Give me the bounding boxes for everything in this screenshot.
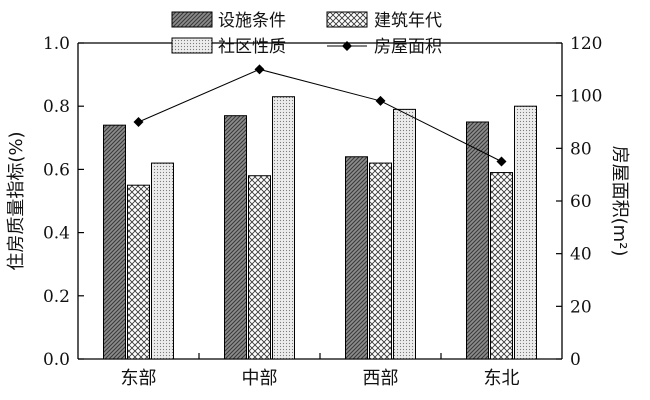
legend-label-age: 建筑年代	[374, 11, 442, 31]
area-series-line	[138, 68, 502, 162]
legend-item-age: 建筑年代	[326, 11, 442, 31]
bar-stripes-3	[466, 121, 489, 360]
bar-crosshatch-1	[248, 175, 271, 360]
left-tick-label: 0.6	[43, 160, 70, 180]
right-axis-ticks: 0 20 40 60 80 100 120	[556, 34, 602, 370]
legend-item-area: 房屋面积	[327, 37, 442, 57]
category-label: 东北	[484, 368, 520, 389]
bar-stripes-2	[345, 156, 368, 360]
left-tick-label: 0.2	[43, 287, 70, 307]
bars	[103, 96, 537, 360]
category-label: 中部	[242, 368, 278, 389]
left-tick-label: 0.8	[43, 97, 70, 117]
bar-crosshatch-0	[127, 184, 150, 360]
category-label: 西部	[363, 368, 399, 389]
category-label: 东部	[121, 368, 157, 389]
left-tick-label: 0.4	[43, 224, 70, 244]
legend-swatch-crosshatch	[326, 11, 368, 28]
legend-diamond-marker	[342, 41, 352, 51]
bar-crosshatch-3	[490, 172, 513, 360]
bar-dots-3	[514, 105, 537, 360]
bar-dots-1	[272, 96, 295, 360]
left-tick-label: 0.0	[43, 350, 70, 370]
bar-dots-0	[151, 162, 174, 360]
legend-label-facilities: 设施条件	[218, 11, 286, 31]
left-tick-label: 1.0	[43, 34, 70, 54]
y-axis-title: 住房质量指标(%)	[6, 131, 27, 270]
right-tick-label: 0	[570, 350, 581, 370]
right-tick-label: 120	[570, 34, 602, 54]
area-point-3	[496, 156, 507, 167]
right-tick-label: 60	[570, 192, 592, 212]
legend-label-community: 社区性质	[218, 37, 286, 57]
legend: 设施条件 建筑年代 社区性质 房屋面积	[171, 11, 442, 57]
area-point-2	[375, 95, 386, 106]
area-line-series	[133, 64, 507, 167]
category-labels: 东部 中部 西部 东北	[121, 353, 520, 389]
bar-dots-2	[393, 108, 416, 360]
bar-stripes-0	[103, 124, 126, 360]
area-point-1	[254, 64, 265, 75]
left-axis-ticks: 0.0 0.2 0.4 0.6 0.8 1.0	[43, 34, 84, 370]
legend-label-area: 房屋面积	[374, 37, 442, 57]
right-tick-label: 40	[570, 245, 592, 265]
bar-crosshatch-2	[369, 162, 392, 360]
y-axis-right-title: 房屋面积(m²)	[609, 146, 630, 257]
area-point-0	[133, 117, 144, 127]
legend-item-facilities: 设施条件	[171, 11, 286, 31]
bar-stripes-1	[224, 115, 247, 360]
right-tick-label: 100	[570, 87, 602, 107]
legend-item-community: 社区性质	[171, 37, 286, 57]
legend-swatch-stripes	[171, 11, 213, 28]
right-tick-label: 20	[570, 297, 592, 317]
legend-swatch-dots	[171, 37, 213, 54]
right-tick-label: 80	[570, 139, 592, 159]
